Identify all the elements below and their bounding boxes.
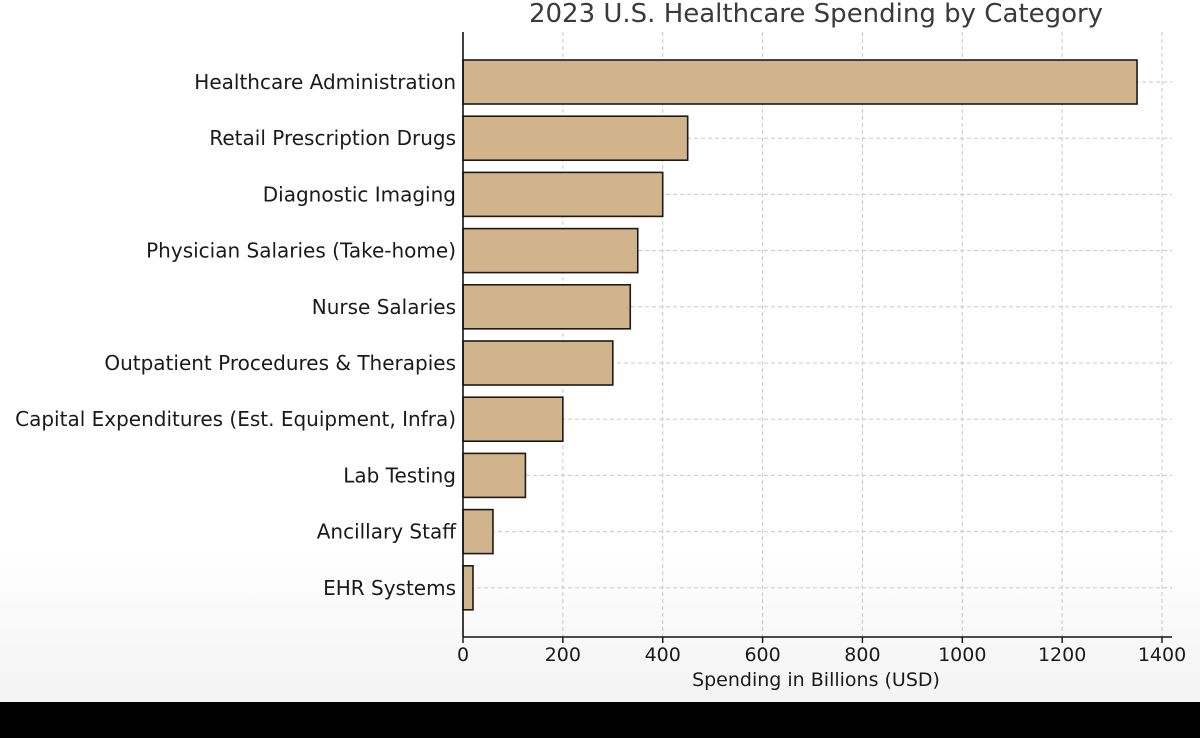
bar [462, 508, 494, 555]
x-tick-layer: 0 200 400 600 800 1000 1200 1400 [457, 637, 1186, 666]
bar [462, 452, 527, 499]
category-label: Diagnostic Imaging [263, 182, 456, 206]
category-label: Lab Testing [343, 463, 456, 487]
bottom-black-bar [0, 702, 1200, 738]
category-label: Capital Expenditures (Est. Equipment, In… [15, 407, 456, 431]
grid-layer [463, 32, 1172, 637]
x-tick-label: 0 [457, 644, 469, 666]
x-tick-label: 400 [645, 644, 681, 666]
bar [462, 283, 632, 330]
category-label: Ancillary Staff [317, 520, 457, 544]
bar [462, 59, 1138, 105]
category-label: Retail Prescription Drugs [209, 126, 456, 150]
x-tick-label: 600 [744, 644, 780, 666]
x-tick-label: 800 [844, 644, 880, 666]
category-label: EHR Systems [323, 576, 456, 600]
bar [462, 564, 474, 611]
bar [462, 396, 564, 443]
axis-layer [462, 32, 1172, 638]
bar-layer [462, 59, 1138, 611]
bar [462, 227, 639, 274]
category-label: Healthcare Administration [194, 70, 456, 94]
bar [462, 115, 689, 161]
x-tick-label: 200 [545, 644, 581, 666]
category-label: Outpatient Procedures & Therapies [104, 351, 456, 375]
chart-title: 2023 U.S. Healthcare Spending by Categor… [529, 0, 1103, 29]
bar [462, 340, 614, 386]
category-label: Nurse Salaries [312, 295, 456, 319]
bar-chart: 2023 U.S. Healthcare Spending by Categor… [15, 0, 1186, 691]
x-axis-label: Spending in Billions (USD) [692, 669, 940, 691]
x-tick-label: 1400 [1138, 644, 1186, 666]
category-label: Physician Salaries (Take-home) [146, 239, 456, 263]
category-label-layer: Healthcare Administration Retail Prescrip… [15, 70, 457, 600]
bar [462, 171, 664, 218]
x-tick-label: 1000 [938, 644, 986, 666]
x-tick-label: 1200 [1038, 644, 1086, 666]
chart-frame: 2023 U.S. Healthcare Spending by Categor… [0, 0, 1200, 702]
